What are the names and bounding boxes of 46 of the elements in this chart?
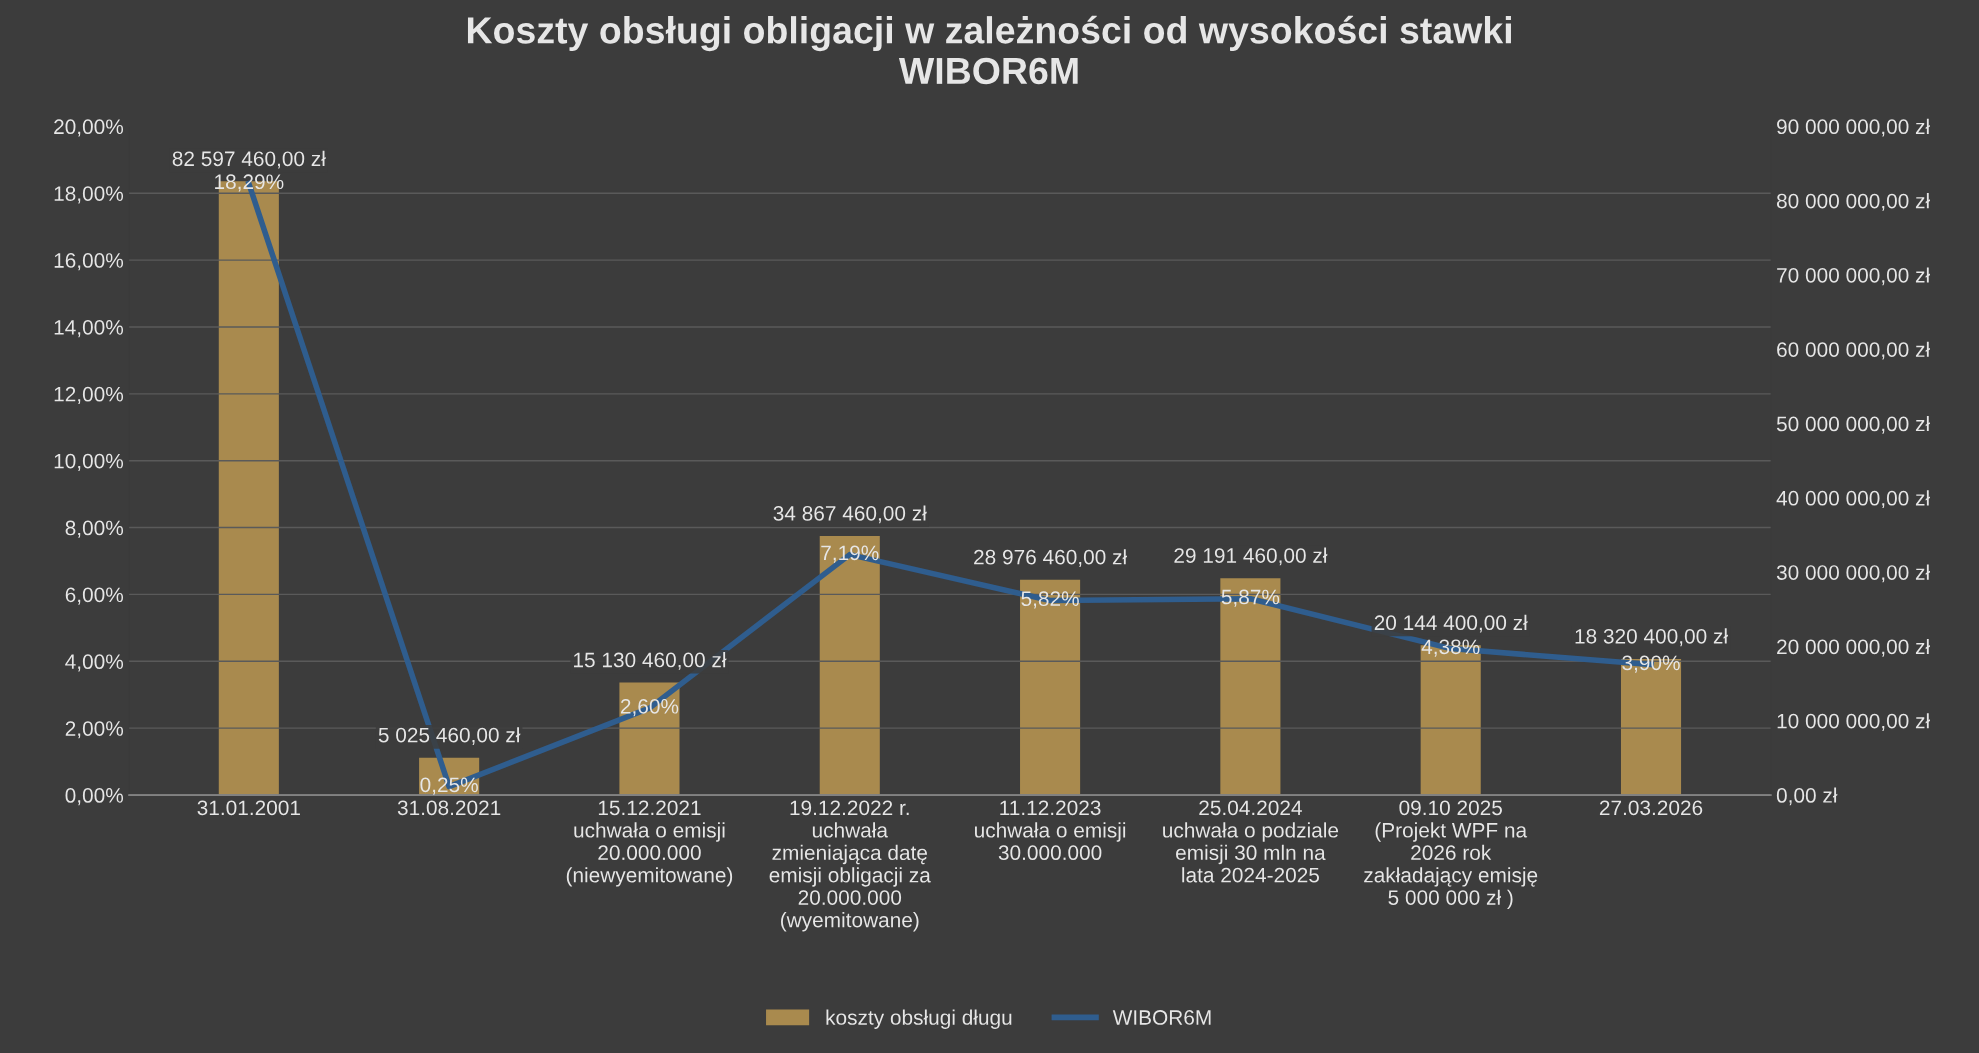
bar: [819, 535, 880, 796]
y-tick-label: 20,00%: [54, 119, 124, 137]
x-tick-label: 09.10 2025 (Projekt WPF na 2026 rok zakładający emisję 5 000 000 zł ): [1364, 800, 1538, 910]
data-label: 29 191 460,00 zł: [1174, 547, 1328, 566]
x-tick-label: 19.12.2022 r. uchwała zmieniająca datę emisji obligacji za 20.000.000 (wyemitowane): [769, 800, 931, 932]
x-tick-label: 31.01.2001: [197, 800, 300, 816]
y2-tick-label: 10 000 000,00 zł: [1777, 713, 1930, 731]
bar: [1220, 578, 1281, 796]
data-label: 0,25%: [420, 777, 478, 795]
y-tick-label: 14,00%: [54, 319, 124, 338]
x-tick-label: 15.12.2021 uchwała o emisji 20.000.000 (niewyemitowane): [566, 800, 733, 887]
y2-tick-label: 90 000 000,00 zł: [1777, 118, 1930, 137]
data-label: 20 144 400,00 zł: [1374, 614, 1528, 633]
y2-tick-label: 30 000 000,00 zł: [1776, 564, 1930, 583]
x-tick-label: 25.04.2024 uchwała o podziale emisji 30 mln na lata 2024-2025: [1163, 800, 1339, 883]
y-tick-label: 12,00%: [54, 386, 124, 405]
x-tick-label: 27.03.2026: [1599, 800, 1703, 816]
data-label: 82 597 460,00 zł: [172, 150, 326, 169]
y-tick-label: 10,00%: [54, 453, 124, 471]
y2-tick-label: 0,00 zł: [1776, 787, 1838, 806]
y2-tick-label: 80 000 000,00 zł: [1776, 193, 1930, 211]
y2-tick-label: 70 000 000,00 zł: [1777, 267, 1930, 286]
bar: [1020, 579, 1081, 796]
y2-tick-label: 40 000 000,00 zł: [1776, 490, 1930, 509]
chart-title: Koszty obsługi obligacji w zależności od wysokości stawki WIBOR6M: [467, 15, 1511, 85]
data-label: 3,90%: [1622, 655, 1680, 673]
y-tick-label: 16,00%: [54, 253, 124, 271]
data-label: 5,82%: [1021, 591, 1079, 609]
data-label: 34 867 460,00 zł: [773, 505, 927, 524]
y2-tick-label: 20 000 000,00 zł: [1777, 638, 1930, 657]
data-label: 15 130 460,00 zł: [574, 652, 727, 670]
data-label: 18 320 400,00 zł: [1575, 628, 1728, 647]
data-label: 28 976 460,00 zł: [974, 549, 1127, 567]
y-tick-label: 0,00%: [65, 788, 124, 806]
y-tick-label: 8,00%: [65, 520, 124, 538]
y-tick-label: 2,00%: [65, 721, 124, 739]
y-tick-label: 4,00%: [65, 654, 124, 672]
legend-label: koszty obsługi długu: [826, 1009, 1012, 1029]
data-label: 5 025 460,00 zł: [378, 727, 521, 745]
legend-label: WIBOR6M: [1112, 1010, 1211, 1025]
y2-tick-label: 50 000 000,00 zł: [1776, 415, 1930, 434]
y2-tick-label: 60 000 000,00 zł: [1777, 341, 1930, 360]
y-tick-label: 18,00%: [54, 186, 124, 204]
x-tick-label: 31.08.2021: [397, 800, 501, 816]
y-tick-label: 6,00%: [65, 587, 124, 605]
x-tick-label: 11.12.2023 uchwała o emisji 30.000.000: [975, 800, 1126, 861]
